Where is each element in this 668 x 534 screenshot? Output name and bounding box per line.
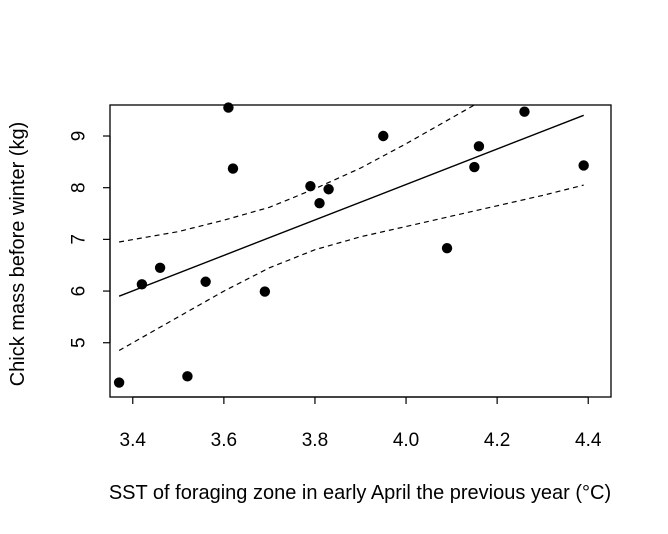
data-point [182,371,193,382]
x-axis-label: SST of foraging zone in early April the … [109,482,611,504]
data-point [223,102,234,113]
x-tick-label: 4.4 [575,430,602,451]
y-tick-label: 5 [69,337,90,348]
y-tick-label: 6 [69,286,90,297]
confidence-upper-line [118,105,476,243]
plot-frame [109,104,612,398]
data-point [227,163,239,174]
data-point [578,160,589,171]
data-point [519,106,530,117]
chart-axes: 3.4 3.6 3.8 4.0 4.2 4.4 5 6 7 8 9 [69,131,602,451]
data-point [314,197,325,209]
data-point [200,276,211,287]
x-tick-label: 4.2 [484,430,510,451]
x-tick-label: 4.0 [393,430,419,451]
y-tick-label: 9 [69,131,90,142]
x-tick-label: 3.6 [211,430,237,451]
regression-line [118,114,584,297]
y-axis-label: Chick mass before winter (kg) [7,122,29,387]
plot-area [109,104,612,398]
data-point [378,130,389,142]
confidence-lower-line [118,184,584,352]
x-tick-label: 3.8 [302,430,328,451]
chart-marks [113,102,589,388]
data-point [469,161,480,173]
data-point [259,286,271,297]
y-tick-label: 8 [69,182,90,193]
y-tick-label: 7 [69,234,90,245]
data-point [154,262,166,273]
data-point [473,141,485,152]
data-point [441,242,453,254]
data-point [305,180,316,192]
x-tick-label: 3.4 [120,430,147,451]
data-point [113,377,125,388]
data-point [323,184,334,195]
data-point [136,279,148,290]
